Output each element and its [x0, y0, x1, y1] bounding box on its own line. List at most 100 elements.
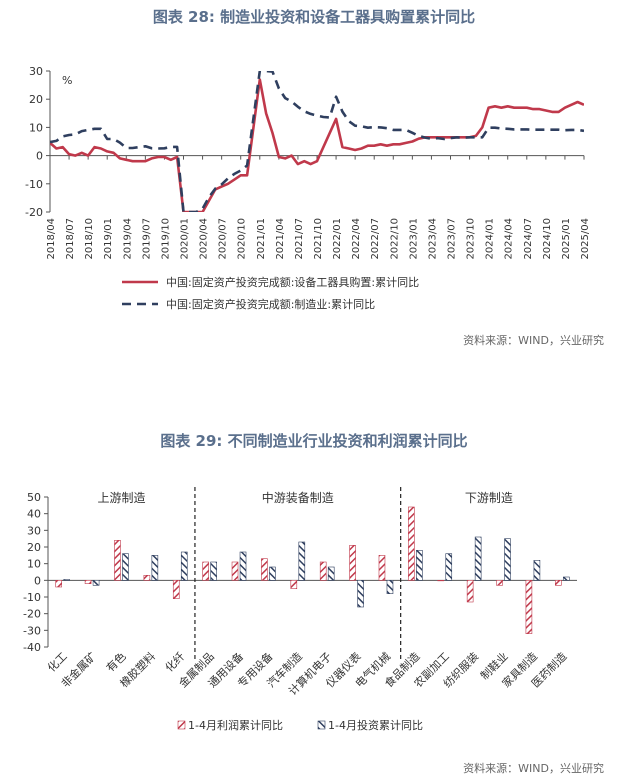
legend-swatch [177, 720, 186, 730]
legend-label: 中国:固定资产投资完成额:设备工器具购置:累计同比 [166, 275, 419, 289]
bar-profit [202, 561, 209, 581]
y-tick-label: -40 [23, 641, 41, 654]
legend-label: 1-4月投资累计同比 [328, 718, 423, 732]
legend-label: 1-4月利润累计同比 [188, 718, 283, 732]
x-tick-label: 2023/10 [466, 218, 477, 260]
y-tick-label: -30 [23, 624, 41, 637]
x-tick-label: 2023/04 [427, 218, 438, 260]
x-tick-label: 2021/07 [294, 218, 305, 260]
x-tick-label: 2022/07 [370, 218, 381, 260]
group-label: 中游装备制造 [262, 490, 334, 505]
bar-investment [92, 580, 100, 586]
bar-profit [349, 545, 356, 581]
legend-swatch [317, 720, 326, 730]
figure29-source: 资料来源：WIND，兴业研究 [463, 762, 604, 775]
x-tick-label: 2018/10 [84, 218, 95, 260]
y-tick-label: 0 [34, 574, 41, 587]
x-tick-label: 2024/10 [542, 218, 553, 260]
series-line-equipment [50, 78, 584, 212]
y-tick-label: 20 [29, 93, 43, 106]
bar-profit [466, 580, 474, 603]
x-tick-label: 2023/01 [408, 218, 419, 260]
category-label: 化纤 [162, 649, 187, 674]
figure29-title: 图表 29: 不同制造业行业投资和利润累计同比 [160, 432, 468, 450]
x-tick-label: 2018/04 [46, 218, 57, 260]
bar-investment [563, 576, 570, 581]
x-tick-label: 2025/01 [561, 218, 572, 260]
x-tick-label: 2022/10 [389, 218, 400, 260]
bar-investment [416, 550, 423, 581]
x-tick-label: 2024/01 [485, 218, 496, 260]
bar-investment [122, 553, 129, 581]
x-tick-label: 2021/10 [313, 218, 324, 260]
bar-investment [269, 566, 276, 581]
legend-label: 中国:固定资产投资完成额:制造业:累计同比 [166, 297, 375, 311]
bar-profit [525, 580, 533, 634]
bar-profit [84, 580, 92, 584]
bar-profit [231, 561, 239, 581]
bar-profit [496, 580, 503, 586]
bar-profit [437, 580, 445, 582]
y-tick-label: -10 [23, 591, 41, 604]
bar-investment [63, 579, 70, 581]
bar-profit [114, 540, 121, 581]
group-label: 下游制造 [465, 491, 513, 505]
x-tick-label: 2025/04 [580, 218, 591, 260]
bar-profit [261, 558, 268, 581]
series-line-manufacturing [50, 71, 584, 212]
x-tick-label: 2019/01 [103, 218, 114, 260]
bar-investment [151, 555, 159, 581]
y-tick-label: 30 [27, 524, 41, 537]
unit-label: % [62, 74, 72, 87]
bar-profit [172, 580, 180, 599]
y-tick-label: 40 [27, 508, 41, 521]
x-tick-label: 2019/07 [141, 218, 152, 260]
bar-investment [386, 580, 394, 594]
y-tick-label: 50 [27, 491, 41, 504]
x-tick-label: 2019/04 [122, 218, 133, 260]
bar-profit [290, 580, 298, 589]
y-tick-label: 10 [27, 558, 41, 571]
bar-profit [378, 555, 386, 581]
bar-investment [239, 551, 247, 581]
figure28-source: 资料来源：WIND，兴业研究 [463, 334, 604, 347]
category-label: 化工 [44, 649, 69, 674]
bar-profit [55, 580, 62, 588]
bar-profit [319, 561, 327, 581]
bar-profit [555, 580, 562, 586]
y-tick-label: 10 [29, 121, 43, 134]
category-label: 有色 [103, 649, 128, 674]
bar-investment [445, 553, 453, 581]
group-label: 上游制造 [97, 491, 145, 505]
y-tick-label: -20 [25, 206, 43, 219]
x-tick-label: 2022/01 [332, 218, 343, 260]
bar-investment [357, 580, 364, 608]
line-chart: -20 -10 0 10 20 30% 2018/04 2018/07 2018/10 2019/… [25, 65, 591, 311]
bar-profit [143, 575, 151, 581]
x-tick-label: 2020/04 [199, 218, 210, 260]
bar-investment [533, 560, 541, 581]
bar-investment [180, 551, 188, 581]
y-tick-label: 20 [27, 541, 41, 554]
x-tick-label: 2023/07 [447, 218, 458, 260]
x-tick-label: 2018/07 [65, 218, 76, 260]
bar-profit [408, 506, 415, 581]
y-tick-label: -20 [23, 608, 41, 621]
x-tick-label: 2020/01 [180, 218, 191, 260]
bar-investment [474, 536, 482, 581]
x-tick-label: 2021/04 [275, 218, 286, 260]
x-tick-label: 2020/10 [237, 218, 248, 260]
x-tick-label: 2024/04 [504, 218, 515, 260]
y-tick-label: 30 [29, 65, 43, 78]
x-tick-label: 2022/04 [351, 218, 362, 260]
figure28-title: 图表 28: 制造业投资和设备工器具购置累计同比 [152, 8, 476, 26]
y-tick-label: -10 [25, 178, 43, 191]
bar-investment [504, 538, 511, 581]
x-tick-label: 2019/10 [160, 218, 171, 260]
x-tick-label: 2020/07 [218, 218, 229, 260]
x-tick-label: 2024/07 [523, 218, 534, 260]
bar-investment [327, 566, 335, 581]
bar-investment [298, 541, 306, 581]
bar-investment [210, 561, 217, 581]
